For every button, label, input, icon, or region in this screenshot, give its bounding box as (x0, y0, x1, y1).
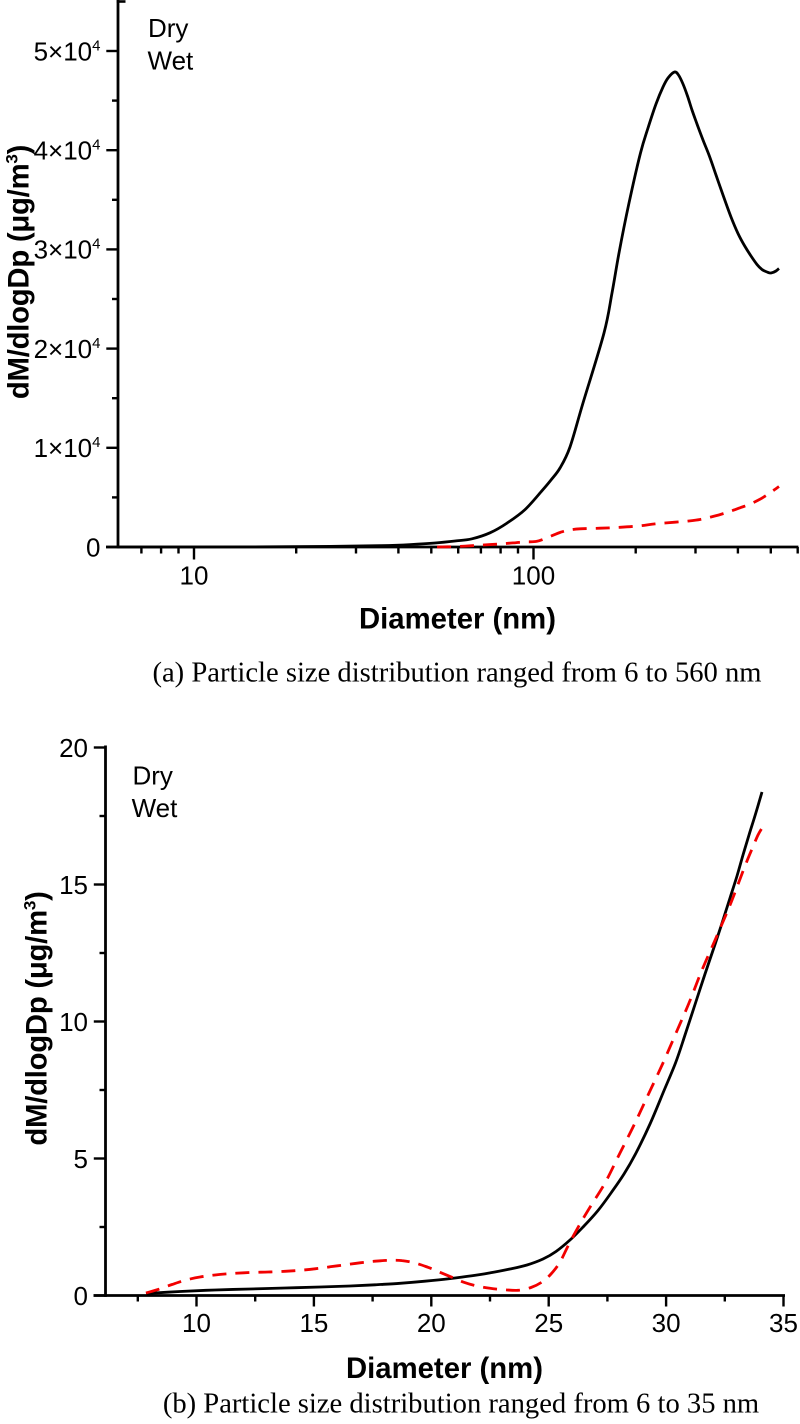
svg-text:Wet: Wet (148, 45, 195, 75)
svg-text:(a) Particle size distribution: (a) Particle size distribution ranged fr… (152, 658, 761, 689)
svg-text:2×104: 2×104 (34, 334, 101, 364)
svg-text:dM/dlogDp (μg/m3): dM/dlogDp (μg/m3) (21, 891, 54, 1145)
svg-text:1×104: 1×104 (34, 433, 101, 463)
svg-text:(b) Particle size distribution: (b) Particle size distribution ranged fr… (163, 1389, 759, 1420)
svg-text:dM/dlogDp (μg/m3): dM/dlogDp (μg/m3) (3, 145, 36, 399)
svg-text:35: 35 (769, 1308, 798, 1338)
svg-text:10: 10 (180, 561, 209, 591)
svg-text:15: 15 (299, 1308, 328, 1338)
svg-text:0: 0 (74, 1281, 88, 1311)
svg-text:Dry: Dry (148, 13, 188, 43)
svg-text:0: 0 (86, 532, 100, 562)
svg-text:4×104: 4×104 (34, 136, 101, 166)
svg-text:15: 15 (59, 870, 88, 900)
svg-text:20: 20 (417, 1308, 446, 1338)
svg-text:Diameter (nm): Diameter (nm) (359, 603, 556, 636)
svg-text:Wet: Wet (132, 793, 179, 823)
svg-text:100: 100 (512, 561, 555, 591)
svg-text:25: 25 (534, 1308, 563, 1338)
svg-text:5: 5 (74, 1144, 88, 1174)
svg-text:5×104: 5×104 (34, 36, 101, 66)
svg-text:10: 10 (59, 1007, 88, 1037)
svg-text:20: 20 (59, 733, 88, 763)
svg-text:30: 30 (652, 1308, 681, 1338)
svg-text:Dry: Dry (133, 761, 173, 791)
svg-text:Diameter (nm): Diameter (nm) (346, 1352, 543, 1385)
svg-text:3×104: 3×104 (34, 235, 101, 265)
svg-text:10: 10 (182, 1308, 211, 1338)
